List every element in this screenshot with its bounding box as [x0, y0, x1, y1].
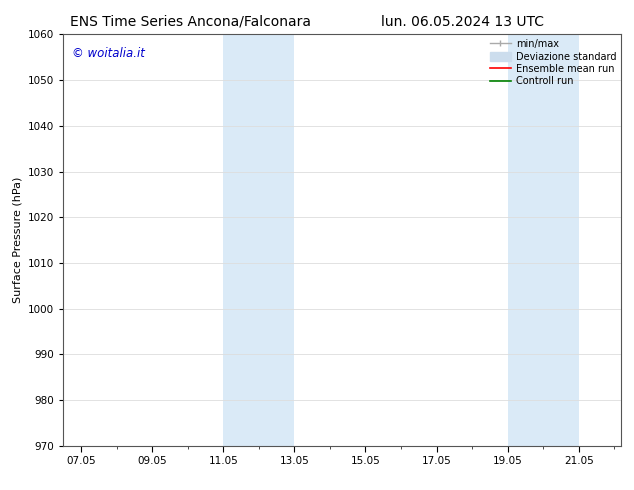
Text: lun. 06.05.2024 13 UTC: lun. 06.05.2024 13 UTC — [381, 15, 545, 29]
Y-axis label: Surface Pressure (hPa): Surface Pressure (hPa) — [13, 177, 23, 303]
Bar — [508, 34, 579, 446]
Legend: min/max, Deviazione standard, Ensemble mean run, Controll run: min/max, Deviazione standard, Ensemble m… — [488, 37, 618, 88]
Bar — [223, 34, 294, 446]
Text: © woitalia.it: © woitalia.it — [72, 47, 145, 60]
Text: ENS Time Series Ancona/Falconara: ENS Time Series Ancona/Falconara — [70, 15, 311, 29]
